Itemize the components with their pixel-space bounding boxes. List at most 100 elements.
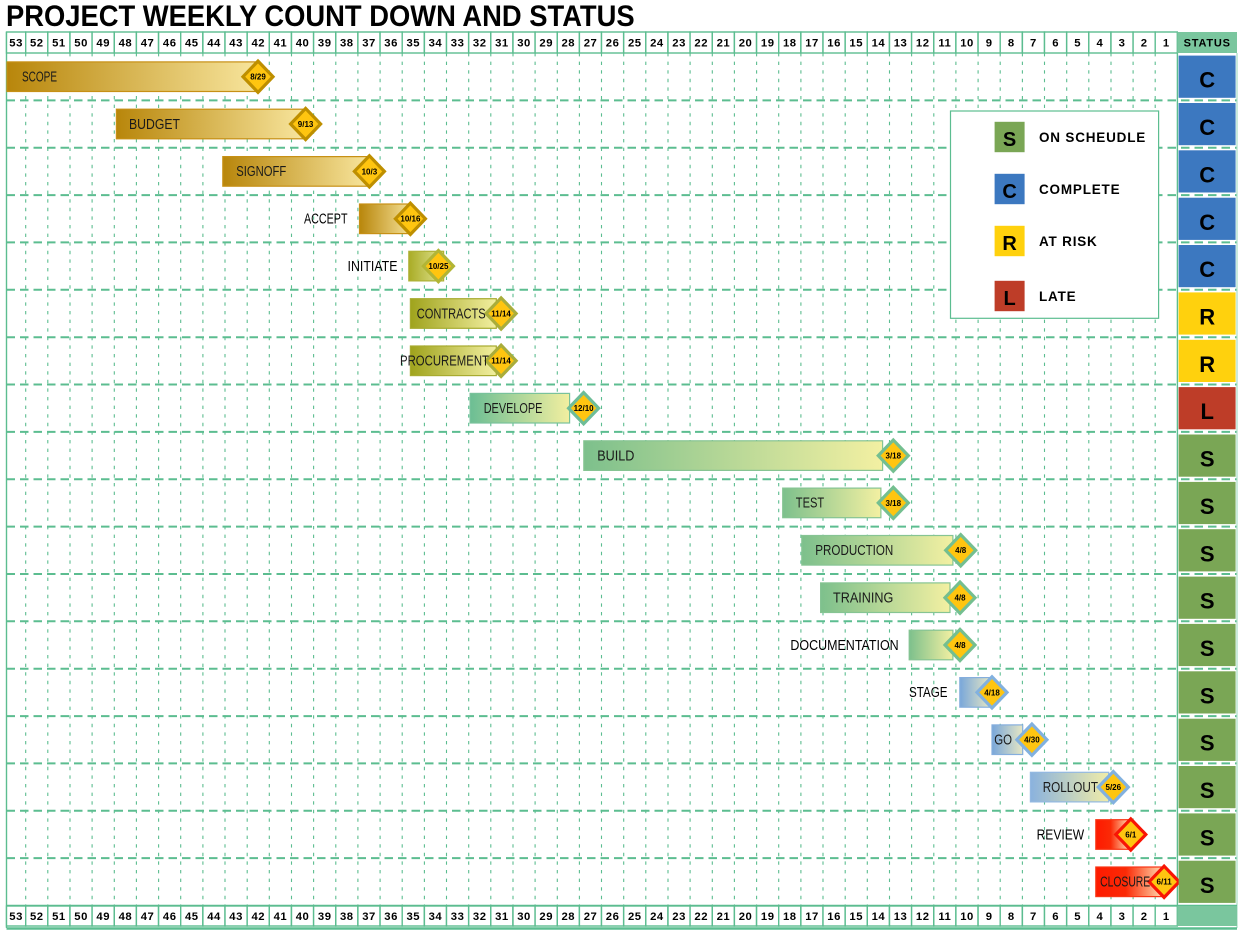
svg-text:30: 30 xyxy=(517,37,531,49)
svg-text:36: 36 xyxy=(384,911,398,923)
svg-text:22: 22 xyxy=(694,37,708,49)
svg-text:14: 14 xyxy=(872,911,886,923)
svg-text:3: 3 xyxy=(1119,37,1126,49)
svg-text:40: 40 xyxy=(296,37,310,49)
svg-text:28: 28 xyxy=(562,37,576,49)
svg-text:49: 49 xyxy=(96,911,110,923)
svg-text:9: 9 xyxy=(986,37,993,49)
svg-text:BUDGET: BUDGET xyxy=(129,117,180,133)
svg-text:S: S xyxy=(1200,589,1215,614)
svg-text:27: 27 xyxy=(584,911,598,923)
svg-text:TEST: TEST xyxy=(796,496,825,512)
svg-text:C: C xyxy=(1199,115,1215,140)
svg-text:26: 26 xyxy=(606,911,620,923)
svg-text:31: 31 xyxy=(495,37,509,49)
svg-text:17: 17 xyxy=(805,37,819,49)
svg-text:20: 20 xyxy=(739,37,753,49)
svg-text:30: 30 xyxy=(517,911,531,923)
svg-text:2: 2 xyxy=(1141,911,1148,923)
svg-text:6: 6 xyxy=(1052,911,1059,923)
svg-text:2: 2 xyxy=(1141,37,1148,49)
svg-text:11: 11 xyxy=(938,911,951,923)
svg-text:20: 20 xyxy=(739,911,753,923)
svg-text:PROJECT WEEKLY COUNT DOWN AND: PROJECT WEEKLY COUNT DOWN AND STATUS xyxy=(6,0,635,33)
svg-text:34: 34 xyxy=(429,37,443,49)
svg-text:C: C xyxy=(1199,68,1215,93)
svg-text:48: 48 xyxy=(119,911,133,923)
svg-text:45: 45 xyxy=(185,37,199,49)
svg-text:8: 8 xyxy=(1008,911,1015,923)
svg-text:1: 1 xyxy=(1163,911,1170,923)
svg-text:24: 24 xyxy=(650,911,664,923)
svg-text:18: 18 xyxy=(783,911,797,923)
svg-text:52: 52 xyxy=(30,37,44,49)
svg-text:DOCUMENTATION: DOCUMENTATION xyxy=(790,638,898,654)
svg-text:44: 44 xyxy=(207,911,221,923)
svg-text:53: 53 xyxy=(9,37,23,49)
svg-text:L: L xyxy=(1200,399,1213,424)
svg-text:41: 41 xyxy=(274,911,288,923)
svg-text:7: 7 xyxy=(1030,911,1037,923)
svg-text:R: R xyxy=(1199,352,1215,377)
svg-text:19: 19 xyxy=(761,911,775,923)
svg-text:27: 27 xyxy=(584,37,598,49)
svg-text:32: 32 xyxy=(473,37,487,49)
svg-text:PROCUREMENT: PROCUREMENT xyxy=(400,354,489,370)
svg-text:33: 33 xyxy=(451,911,465,923)
svg-text:29: 29 xyxy=(539,911,553,923)
svg-text:39: 39 xyxy=(318,911,332,923)
svg-text:6: 6 xyxy=(1052,37,1059,49)
svg-text:52: 52 xyxy=(30,911,44,923)
svg-text:53: 53 xyxy=(9,911,23,923)
svg-text:19: 19 xyxy=(761,37,775,49)
svg-text:12: 12 xyxy=(916,37,930,49)
svg-text:9: 9 xyxy=(986,911,993,923)
svg-text:12/10: 12/10 xyxy=(574,404,595,413)
svg-text:38: 38 xyxy=(340,911,354,923)
svg-text:11/14: 11/14 xyxy=(491,309,511,318)
svg-text:CLOSURE: CLOSURE xyxy=(1100,875,1150,891)
svg-text:26: 26 xyxy=(606,37,620,49)
svg-text:23: 23 xyxy=(672,911,686,923)
svg-text:34: 34 xyxy=(429,911,443,923)
svg-text:SIGNOFF: SIGNOFF xyxy=(236,164,286,180)
svg-text:S: S xyxy=(1200,494,1215,519)
svg-text:21: 21 xyxy=(717,911,731,923)
svg-text:35: 35 xyxy=(407,911,421,923)
svg-text:COMPLETE: COMPLETE xyxy=(1039,182,1120,197)
svg-text:6/1: 6/1 xyxy=(1125,830,1137,839)
svg-text:3/18: 3/18 xyxy=(886,452,902,461)
svg-text:40: 40 xyxy=(296,911,310,923)
svg-text:35: 35 xyxy=(407,37,421,49)
svg-text:43: 43 xyxy=(229,911,243,923)
svg-text:DEVELOPE: DEVELOPE xyxy=(484,401,543,417)
svg-text:28: 28 xyxy=(562,911,576,923)
svg-text:16: 16 xyxy=(827,911,841,923)
svg-text:42: 42 xyxy=(252,37,266,49)
svg-text:C: C xyxy=(1199,257,1215,282)
svg-text:R: R xyxy=(1199,305,1215,330)
svg-text:48: 48 xyxy=(119,37,133,49)
svg-text:4/8: 4/8 xyxy=(954,594,966,603)
svg-text:15: 15 xyxy=(849,37,863,49)
svg-text:37: 37 xyxy=(362,911,376,923)
svg-text:3/18: 3/18 xyxy=(886,499,902,508)
svg-text:46: 46 xyxy=(163,37,177,49)
svg-text:C: C xyxy=(1002,181,1016,203)
svg-text:24: 24 xyxy=(650,37,664,49)
svg-text:6/11: 6/11 xyxy=(1157,878,1173,887)
svg-text:CONTRACTS: CONTRACTS xyxy=(417,306,486,322)
svg-text:5/26: 5/26 xyxy=(1106,783,1122,792)
svg-text:45: 45 xyxy=(185,911,199,923)
svg-text:STATUS: STATUS xyxy=(1184,38,1231,50)
svg-text:10: 10 xyxy=(960,37,974,49)
svg-text:TRAINING: TRAINING xyxy=(833,591,893,607)
svg-text:5: 5 xyxy=(1074,911,1081,923)
svg-text:36: 36 xyxy=(384,37,398,49)
svg-text:S: S xyxy=(1200,636,1215,661)
svg-text:12: 12 xyxy=(916,911,930,923)
svg-text:S: S xyxy=(1200,541,1215,566)
svg-text:LATE: LATE xyxy=(1039,289,1076,304)
svg-text:41: 41 xyxy=(274,37,288,49)
svg-text:42: 42 xyxy=(252,911,266,923)
